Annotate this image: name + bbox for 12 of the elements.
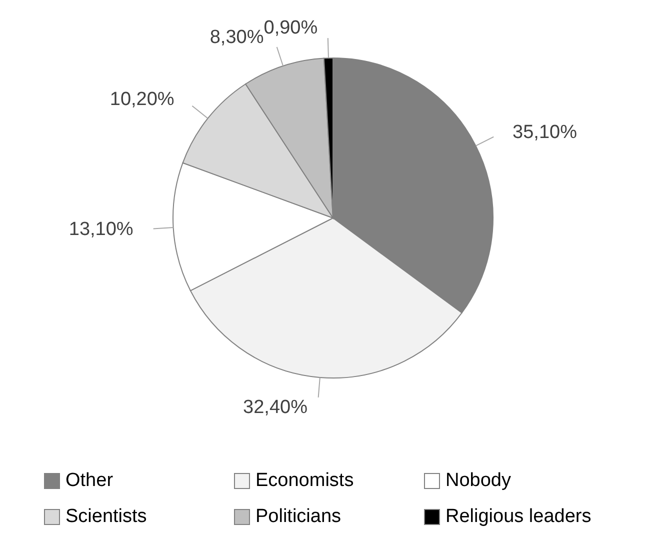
legend-label: Economists <box>256 470 354 492</box>
data-label: 10,20% <box>110 89 174 110</box>
legend-label: Nobody <box>446 470 511 492</box>
legend-label: Scientists <box>66 506 147 528</box>
data-label: 0,90% <box>264 18 318 39</box>
data-label: 35,10% <box>512 122 578 143</box>
legend-label: Politicians <box>256 506 342 528</box>
data-label: 8,30% <box>210 26 264 48</box>
legend-label: Other <box>66 470 114 492</box>
data-label: 32,40% <box>243 396 308 418</box>
legend-label: Religious leaders <box>446 506 592 528</box>
data-label: 13,10% <box>68 218 134 240</box>
